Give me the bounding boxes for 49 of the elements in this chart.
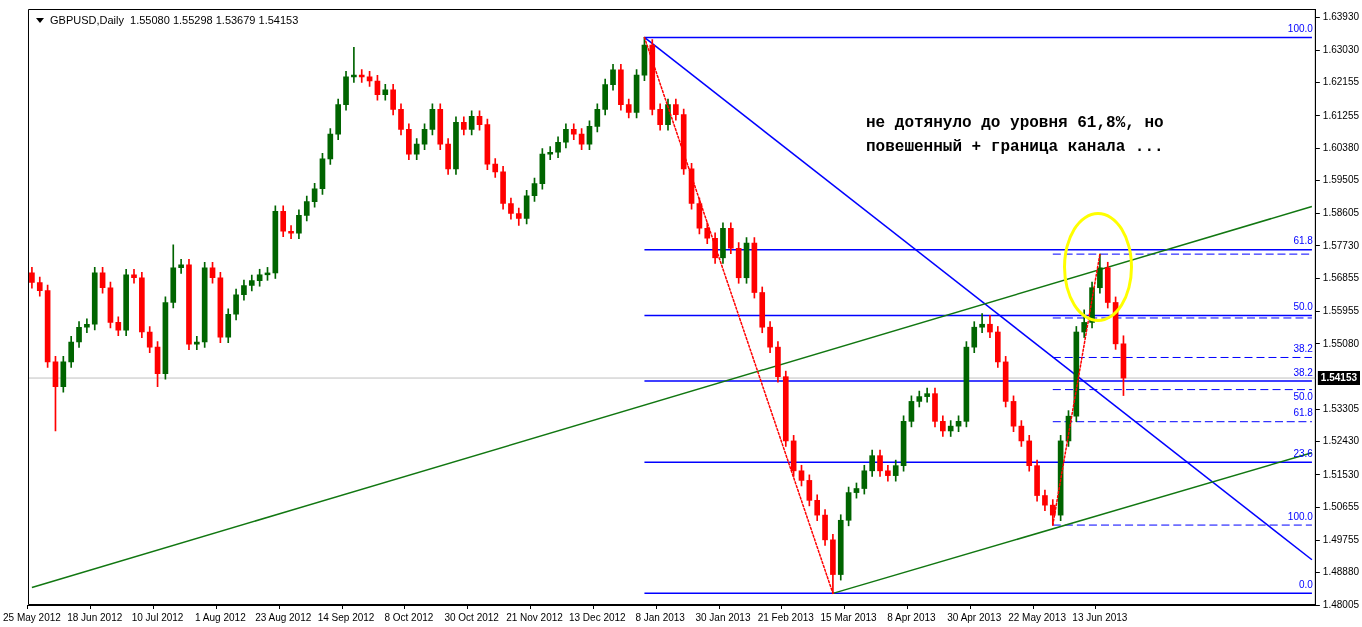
x-tick-label: 8 Apr 2013 [887,611,937,623]
x-tick-label: 14 Sep 2012 [317,611,375,623]
x-tick-label: 30 Apr 2013 [947,611,1002,623]
series-label: 38.2 [1293,366,1314,378]
y-tick-label: 1.59505 [1322,174,1360,186]
y-tick-label: 1.50655 [1322,500,1360,512]
x-tick-label: 21 Feb 2013 [757,611,815,623]
y-tick-label: 1.48880 [1322,566,1360,578]
x-tick-label: 25 May 2012 [3,611,62,623]
y-tick-label: 1.60380 [1322,141,1360,153]
x-tick-label: 23 Aug 2012 [255,611,312,623]
y-tick-label: 1.58605 [1322,207,1360,219]
series-label: 38.2 [1293,343,1314,355]
series-label: 0.0 [1298,579,1314,591]
y-tick-label: 1.52430 [1322,435,1360,447]
y-tick-label: 1.62155 [1322,76,1360,88]
y-tick-label: 1.51530 [1322,468,1360,480]
x-tick-label: 18 Jun 2012 [67,611,123,623]
series-label: 100.0 [1287,23,1314,35]
y-tick-label: 1.53305 [1322,403,1360,415]
y-tick-label: 1.49755 [1322,534,1360,546]
x-tick-label: 8 Oct 2012 [384,611,434,623]
x-tick-label: 30 Oct 2012 [444,611,500,623]
series-label: 100.0 [1287,510,1314,522]
y-tick-label: 1.63030 [1322,44,1360,56]
series-label: 61.8 [1293,407,1314,419]
x-tick-label: 13 Dec 2012 [568,611,627,623]
y-tick-label: 1.55080 [1322,337,1360,349]
y-tick-label: 1.56855 [1322,272,1360,284]
ref-line-label: 1.54153 [1320,371,1358,383]
y-tick-label: 1.63930 [1322,10,1360,22]
series-label: 50.0 [1293,391,1314,403]
text: GBPUSD,Daily 1.55080 1.55298 1.53679 1.54153 [50,14,299,26]
x-tick-label: 13 Jun 2013 [1072,611,1128,623]
y-tick-label: 1.61255 [1322,109,1360,121]
y-tick-label: 1.48005 [1322,598,1360,610]
y-tick-label: 1.55955 [1322,305,1360,317]
series-label: 61.8 [1293,235,1314,247]
annotation: повешенный + граница канала ... [866,137,1164,158]
x-tick-label: 21 Nov 2012 [506,611,564,623]
x-tick-label: 1 Aug 2012 [195,611,247,623]
x-tick-label: 30 Jan 2013 [695,611,751,623]
y-tick-label: 1.57730 [1322,239,1360,251]
x-tick-label: 8 Jan 2013 [635,611,686,623]
x-tick-label: 10 Jul 2012 [131,611,184,623]
x-tick-label: 22 May 2013 [1008,611,1067,623]
annotation: не дотянуло до уровня 61,8%, но [866,113,1164,134]
x-tick-label: 15 Mar 2013 [820,611,878,623]
series-label: 50.0 [1293,301,1314,313]
